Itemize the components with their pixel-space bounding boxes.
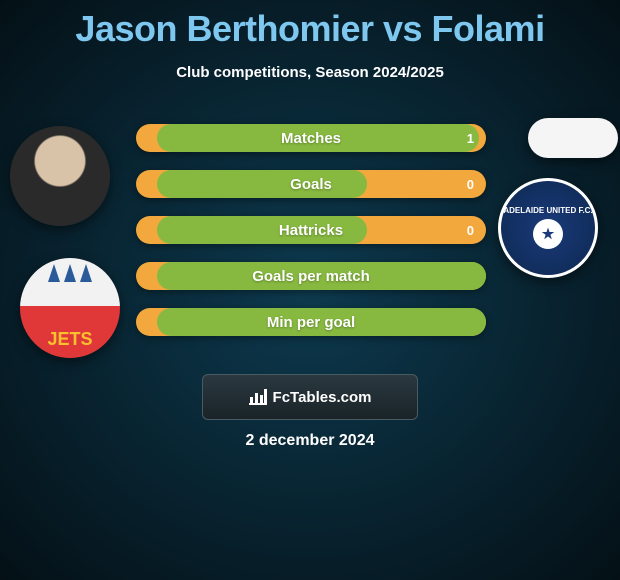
stat-row-hattricks: Hattricks 0 (136, 216, 486, 244)
date-text: 2 december 2024 (246, 432, 375, 450)
comparison-card: Jason Berthomier vs Folami Club competit… (0, 0, 620, 580)
jets-icon (48, 264, 92, 282)
stat-right-value: 1 (467, 131, 474, 146)
stat-fill (157, 170, 367, 198)
chart-icon (249, 389, 267, 405)
stat-label: Goals (290, 176, 332, 193)
stat-label: Hattricks (279, 222, 343, 239)
soccer-ball-icon (533, 219, 563, 249)
stat-row-matches: Matches 1 (136, 124, 486, 152)
stat-label: Min per goal (267, 314, 355, 331)
subtitle: Club competitions, Season 2024/2025 (0, 64, 620, 81)
stat-right-value: 0 (467, 177, 474, 192)
stat-right-value: 0 (467, 223, 474, 238)
stat-row-goals-per-match: Goals per match (136, 262, 486, 290)
player-right-avatar (528, 118, 618, 158)
jets-label: JETS (47, 329, 92, 350)
stats-container: Matches 1 Goals 0 Hattricks 0 Goals per … (136, 124, 486, 354)
stat-row-goals: Goals 0 (136, 170, 486, 198)
club-left-badge: JETS (20, 258, 120, 358)
player-left-avatar (10, 126, 110, 226)
club-right-badge: ADELAIDE UNITED F.C. (498, 178, 598, 278)
adelaide-label: ADELAIDE UNITED F.C. (503, 207, 592, 250)
stat-row-min-per-goal: Min per goal (136, 308, 486, 336)
fctables-logo: FcTables.com (202, 374, 418, 420)
stat-label: Goals per match (252, 268, 370, 285)
stat-label: Matches (281, 130, 341, 147)
logo-text: FcTables.com (273, 389, 372, 406)
page-title: Jason Berthomier vs Folami (0, 0, 620, 50)
